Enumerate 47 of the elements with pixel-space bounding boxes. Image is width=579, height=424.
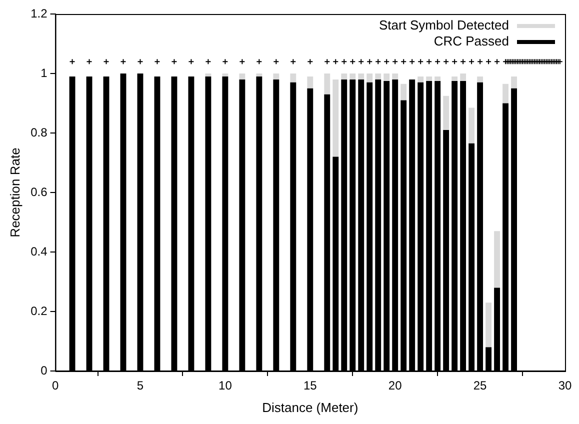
bar xyxy=(341,74,348,80)
x-tick-label: 0 xyxy=(52,378,59,393)
x-tick-label: 25 xyxy=(473,378,488,393)
bar xyxy=(511,76,517,88)
bar xyxy=(426,76,432,81)
bar xyxy=(486,302,492,348)
bar xyxy=(290,74,296,82)
y-axis-title: Reception Rate xyxy=(7,148,22,238)
bar xyxy=(205,74,212,76)
bar xyxy=(502,84,509,104)
bar xyxy=(477,76,484,82)
x-tick-label: 10 xyxy=(218,378,232,393)
bar xyxy=(443,96,450,130)
x-tick-label: 30 xyxy=(558,378,572,393)
y-tick-label: 0.6 xyxy=(30,184,48,199)
bar xyxy=(332,79,339,157)
x-axis-title: Distance (Meter) xyxy=(262,400,358,415)
bar xyxy=(256,74,262,76)
y-tick-label: 0.2 xyxy=(30,304,48,318)
bar xyxy=(434,76,441,81)
bar xyxy=(375,74,382,80)
bar xyxy=(366,74,373,82)
y-tick-label: 0.4 xyxy=(30,244,48,258)
bar xyxy=(460,74,466,81)
legend-label: CRC Passed xyxy=(434,34,509,49)
x-tick-label: 20 xyxy=(388,378,402,393)
bar xyxy=(400,84,407,100)
bar xyxy=(324,74,330,94)
x-tick-label: 5 xyxy=(136,378,144,393)
y-tick-label: 1 xyxy=(40,66,48,80)
bar xyxy=(273,74,280,80)
bar xyxy=(392,74,398,80)
y-tick-label: 1.2 xyxy=(30,6,48,20)
bar xyxy=(307,76,314,88)
bar xyxy=(239,74,246,80)
bar xyxy=(494,231,500,288)
bar xyxy=(358,74,364,80)
bar xyxy=(452,76,458,81)
bar xyxy=(468,108,475,144)
bar xyxy=(350,74,356,80)
bar xyxy=(384,74,390,81)
legend-label: Start Symbol Detected xyxy=(378,18,509,33)
y-tick-label: 0.8 xyxy=(30,125,48,140)
y-tick-label: 0 xyxy=(40,363,48,378)
bar xyxy=(222,74,228,76)
bar xyxy=(418,76,424,82)
x-tick-label: 15 xyxy=(303,378,318,393)
